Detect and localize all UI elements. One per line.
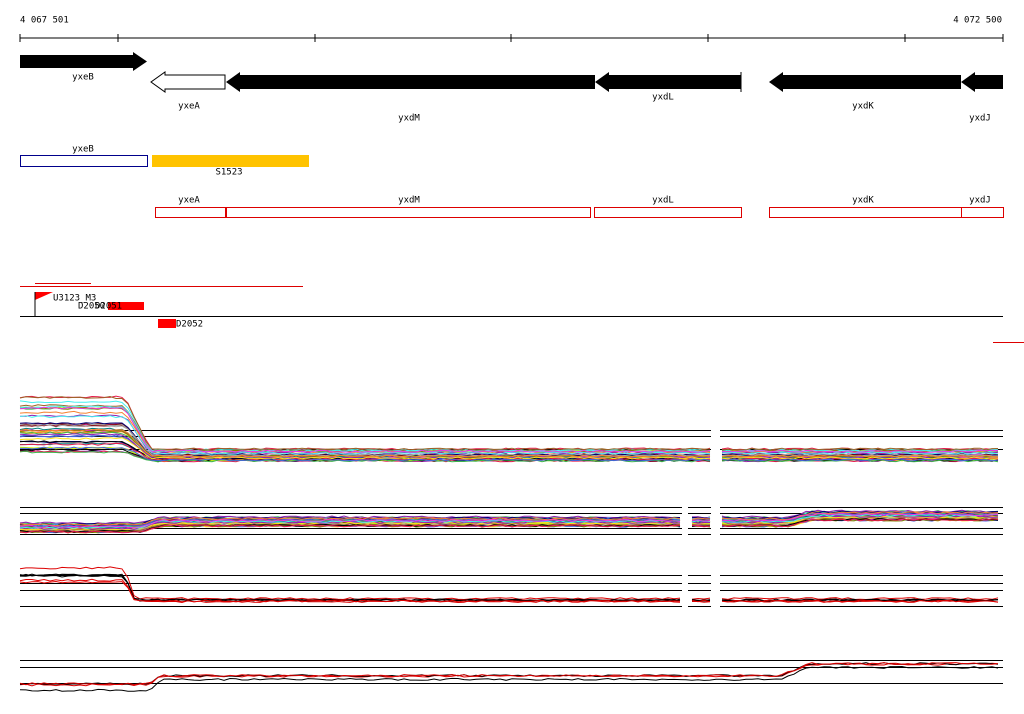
- expression-trace: [19, 395, 999, 451]
- annotation-label: yxeB: [72, 145, 94, 155]
- expression-trace: [19, 410, 999, 454]
- expression-trace: [19, 405, 999, 453]
- expression-trace: [19, 518, 999, 534]
- expression-trace: [19, 662, 999, 686]
- gene-arrow: [769, 72, 961, 92]
- expression-trace: [19, 406, 999, 453]
- expression-trace: [19, 406, 999, 453]
- expression-trace: [19, 662, 999, 686]
- probe-label: D2050: [78, 302, 105, 312]
- annotation-box: [152, 155, 309, 167]
- expression-trace: [19, 511, 999, 527]
- expression-trace: [19, 578, 999, 603]
- gene-label: yxeB: [72, 73, 94, 83]
- axis-start-label: 4 067 501: [20, 16, 69, 26]
- annotation-label: S1523: [215, 168, 242, 178]
- gene-label: yxdJ: [969, 114, 991, 124]
- gene-arrow: [961, 72, 1003, 92]
- axis-ticks: [19, 34, 1004, 42]
- expression-trace: [19, 574, 999, 602]
- gene-box-label: yxdK: [852, 196, 874, 206]
- expression-traces: [19, 395, 1003, 692]
- gene-box-label: yxdJ: [969, 196, 991, 206]
- gene-label: yxdL: [652, 93, 674, 103]
- gene-arrow: [20, 52, 147, 71]
- probe-box: [158, 319, 176, 328]
- gene-box-label: yxdL: [652, 196, 674, 206]
- expression-trace: [19, 573, 999, 602]
- expression-trace: [19, 406, 998, 453]
- probe-label: U3123_M3: [53, 294, 96, 304]
- gene-label: yxeA: [178, 102, 200, 112]
- expression-trace: [19, 406, 999, 453]
- expression-trace: [19, 428, 999, 458]
- gene-box-label: yxdM: [398, 196, 420, 206]
- probe-flag: [35, 292, 53, 300]
- gene-label: yxdM: [398, 114, 420, 124]
- probe-box: [108, 302, 144, 310]
- expression-trace: [19, 573, 999, 602]
- expression-trace: [19, 512, 999, 528]
- expression-trace: [19, 665, 999, 692]
- gene-arrow: [150, 71, 226, 93]
- probe-label: D2051: [95, 302, 122, 312]
- gene-boxes: [155, 207, 1004, 218]
- expression-trace: [19, 395, 999, 451]
- gene-box-label: yxeA: [178, 196, 200, 206]
- axis-end-label: 4 072 500: [953, 16, 1002, 26]
- annotation-box: [20, 155, 148, 167]
- gene-arrow: [595, 72, 741, 92]
- expression-trace: [19, 404, 999, 453]
- expression-trace: [19, 662, 999, 687]
- gene-arrow: [226, 72, 595, 92]
- expression-trace: [19, 437, 999, 460]
- expression-trace: [19, 446, 999, 462]
- probe-label: D2052: [176, 320, 203, 330]
- gene-label: yxdK: [852, 102, 874, 112]
- expression-trace: [19, 400, 999, 452]
